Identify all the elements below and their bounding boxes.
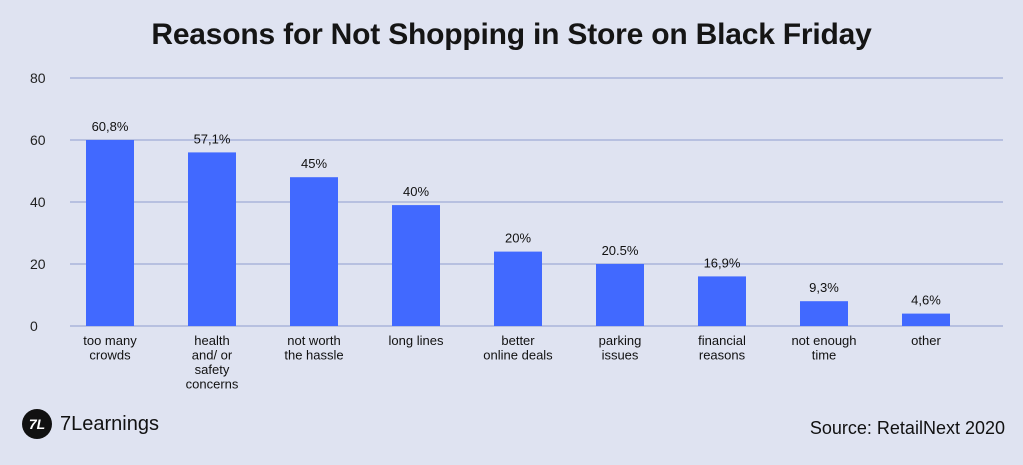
bar: [86, 140, 134, 326]
y-tick-label: 40: [30, 194, 46, 210]
x-tick-label: crowds: [89, 348, 131, 363]
brand-name: 7Learnings: [60, 412, 159, 435]
bar: [494, 251, 542, 326]
x-tick-label: reasons: [699, 348, 746, 363]
x-tick-label: and/ or: [192, 348, 233, 363]
bar: [392, 205, 440, 326]
y-tick-label: 0: [30, 318, 38, 334]
x-tick-label: the hassle: [284, 348, 343, 363]
x-tick-label: better: [501, 333, 535, 348]
x-tick-label: not enough: [791, 333, 856, 348]
x-tick-label: safety: [195, 362, 230, 377]
x-tick-label: other: [911, 333, 941, 348]
x-tick-label: time: [812, 348, 837, 363]
bar: [800, 301, 848, 326]
x-tick-label: too many: [83, 333, 137, 348]
y-tick-label: 20: [30, 256, 46, 272]
brand: 7L 7Learnings: [22, 408, 159, 440]
y-tick-label: 80: [30, 70, 46, 86]
x-tick-label: parking: [599, 333, 642, 348]
data-label: 20%: [505, 231, 531, 246]
x-tick-label: not worth: [287, 333, 340, 348]
x-tick-label: health: [194, 333, 229, 348]
data-label: 57,1%: [194, 131, 231, 146]
data-label: 20.5%: [602, 243, 639, 258]
data-label: 16,9%: [704, 255, 741, 270]
x-tick-label: issues: [602, 348, 639, 363]
x-tick-label: long lines: [389, 333, 444, 348]
bar: [188, 152, 236, 326]
x-tick-label: online deals: [483, 348, 553, 363]
brand-logo-icon: 7L: [22, 409, 52, 439]
data-label: 4,6%: [911, 293, 941, 308]
data-label: 9,3%: [809, 280, 839, 295]
data-label: 40%: [403, 184, 429, 199]
data-label: 60,8%: [92, 119, 129, 134]
bar: [698, 276, 746, 326]
chart-title: Reasons for Not Shopping in Store on Bla…: [151, 18, 872, 51]
bar: [596, 264, 644, 326]
y-tick-label: 60: [30, 132, 46, 148]
data-label: 45%: [301, 156, 327, 171]
x-tick-label: financial: [698, 333, 746, 348]
bar: [290, 177, 338, 326]
source-note: Source: RetailNext 2020: [809, 418, 1005, 438]
bar: [902, 313, 950, 326]
x-tick-label: concerns: [186, 377, 239, 392]
